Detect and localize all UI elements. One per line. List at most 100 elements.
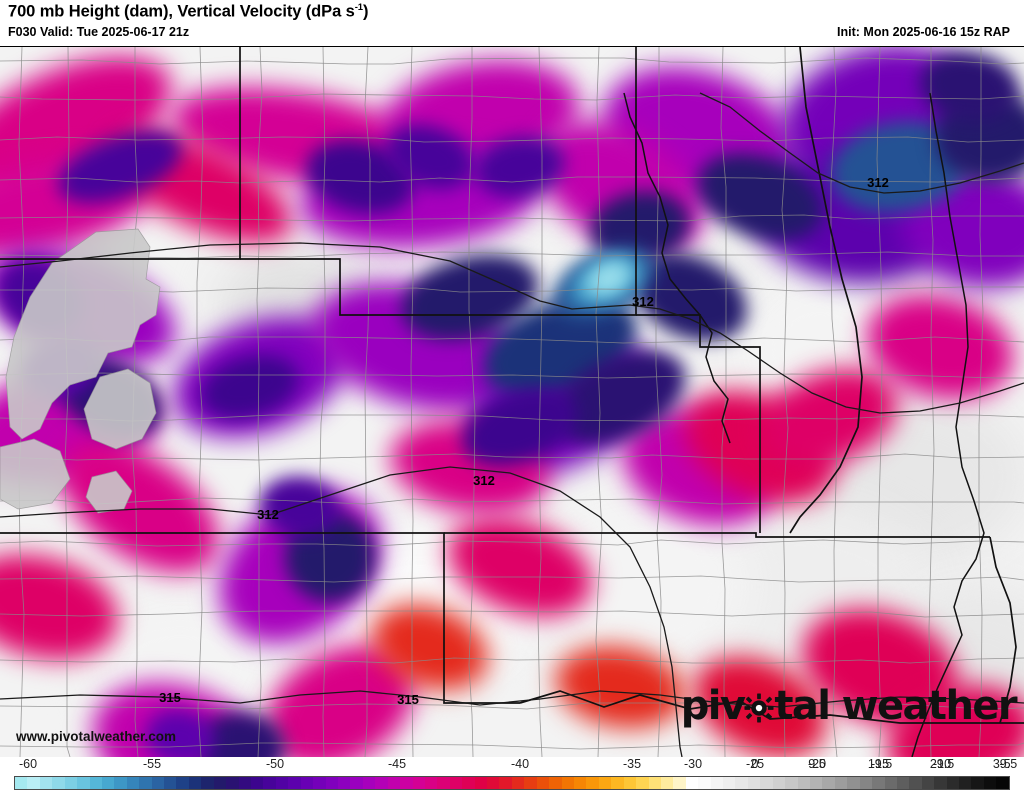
colorbar-segment [636, 777, 649, 789]
colorbar-tick: -35 [622, 757, 642, 771]
colorbar-segment [15, 777, 28, 789]
colorbar-tick: -45 [387, 757, 407, 771]
colorbar-segment [188, 777, 202, 789]
colorbar-segment [151, 777, 165, 789]
colorbar-segment [350, 777, 363, 789]
colorbar-segment [536, 777, 550, 789]
colorbar-segment [64, 777, 78, 789]
colorbar-segment [884, 777, 897, 789]
colorbar-segment [325, 777, 338, 789]
county-line [64, 47, 71, 757]
colorbar-segment [499, 777, 512, 789]
gear-sun-icon [744, 687, 774, 723]
colorbar-segment [573, 777, 587, 789]
colorbar-segment [400, 777, 413, 789]
county-line [0, 575, 1024, 583]
county-line [0, 251, 1024, 259]
colorbar-tick: 29.5 [929, 757, 955, 771]
page-title-close: ) [362, 2, 369, 21]
terrain-shading [0, 228, 161, 514]
county-line [0, 93, 1024, 101]
colorbar-segment [164, 777, 177, 789]
county-line [830, 47, 838, 757]
page-header: 700 mb Height (dam), Vertical Velocity (… [0, 0, 1024, 46]
map-canvas[interactable]: 312 312 312 312 315 315 piv [0, 46, 1024, 757]
county-line [409, 47, 414, 757]
colorbar-segment [487, 777, 500, 789]
colorbar-segment [39, 777, 53, 789]
colorbar-segment [623, 777, 637, 789]
colorbar-tick: -55 [142, 757, 162, 771]
colorbar-segment [114, 777, 127, 789]
page-title-main: 700 mb Height (dam), Vertical Velocity (… [8, 2, 355, 21]
colorbar-segment [201, 777, 214, 789]
colorbar-segment [673, 777, 686, 789]
height-contours [0, 92, 1024, 757]
contour-label: 312 [473, 473, 495, 488]
colorbar-segment [996, 777, 1009, 789]
watermark-text-left: piv [680, 683, 746, 729]
county-line [978, 47, 984, 757]
county-line [595, 47, 603, 757]
colorbar-segment [275, 777, 289, 789]
colorbar-segment [213, 777, 227, 789]
page-title-exponent: -1 [354, 2, 363, 13]
colorbar-segment [710, 777, 724, 789]
colorbar-segment [772, 777, 786, 789]
colorbar-segment [747, 777, 761, 789]
colorbar-segment [822, 777, 835, 789]
colorbar-tick: -50 [265, 757, 285, 771]
county-line [364, 47, 371, 757]
colorbar-tick: 9.5 [808, 757, 826, 771]
colorbar-segment [983, 777, 997, 789]
county-line [0, 136, 1024, 143]
colorbar-tick-labels: -60 -55 -50 -45 -40 -35 -30 -25 -20 -15 -10 -5 0 9.5 1… [0, 757, 1024, 775]
colorbar-segment [872, 777, 885, 789]
contour-labels: 312 312 312 312 315 315 [159, 175, 889, 707]
colorbar-segment [313, 777, 326, 789]
colorbar-segment [424, 777, 438, 789]
county-line [131, 47, 139, 757]
county-line [468, 47, 476, 757]
colorbar-tick: -40 [510, 757, 530, 771]
colorbar-tick: -25 [745, 757, 765, 771]
map-boundaries-overlay: 312 312 312 312 315 315 [0, 47, 1024, 757]
colorbar-segment [375, 777, 388, 789]
colorbar-segment [834, 777, 848, 789]
county-line [0, 336, 1024, 344]
colorbar-tick: -20 [807, 757, 827, 771]
site-url-label: www.pivotalweather.com [16, 729, 177, 744]
colorbar-segment [735, 777, 748, 789]
colorbar-segment [89, 777, 102, 789]
colorbar-segment [101, 777, 115, 789]
colorbar-segment [524, 777, 537, 789]
county-line [319, 47, 326, 757]
county-line [537, 47, 543, 757]
contour-label: 312 [632, 294, 654, 309]
colorbar-tick: -15 [870, 757, 890, 771]
contour-label: 315 [159, 690, 181, 705]
colorbar-segment [27, 777, 40, 789]
colorbar-segment [797, 777, 810, 789]
colorbar-segment [412, 777, 425, 789]
colorbar-segment [611, 777, 624, 789]
county-line [0, 372, 1024, 379]
colorbar-segment [660, 777, 674, 789]
colorbar-segment [685, 777, 699, 789]
colorbar-segment [437, 777, 450, 789]
pivotal-weather-watermark: piv tal weather [680, 683, 1018, 729]
colorbar-segment [52, 777, 65, 789]
colorbar-segment [760, 777, 773, 789]
colorbar-tick: 0 [751, 757, 759, 771]
colorbar-segment [698, 777, 711, 789]
colorbar-segment [337, 777, 351, 789]
contour-label: 312 [867, 175, 889, 190]
colorbar-segment [251, 777, 264, 789]
county-line [655, 47, 663, 757]
colorbar-segment [474, 777, 488, 789]
county-line [0, 702, 1024, 710]
colorbar-segment [126, 777, 140, 789]
county-line [0, 539, 1024, 547]
colorbar-tick: -5 [999, 757, 1011, 771]
colorbar-segment [300, 777, 314, 789]
